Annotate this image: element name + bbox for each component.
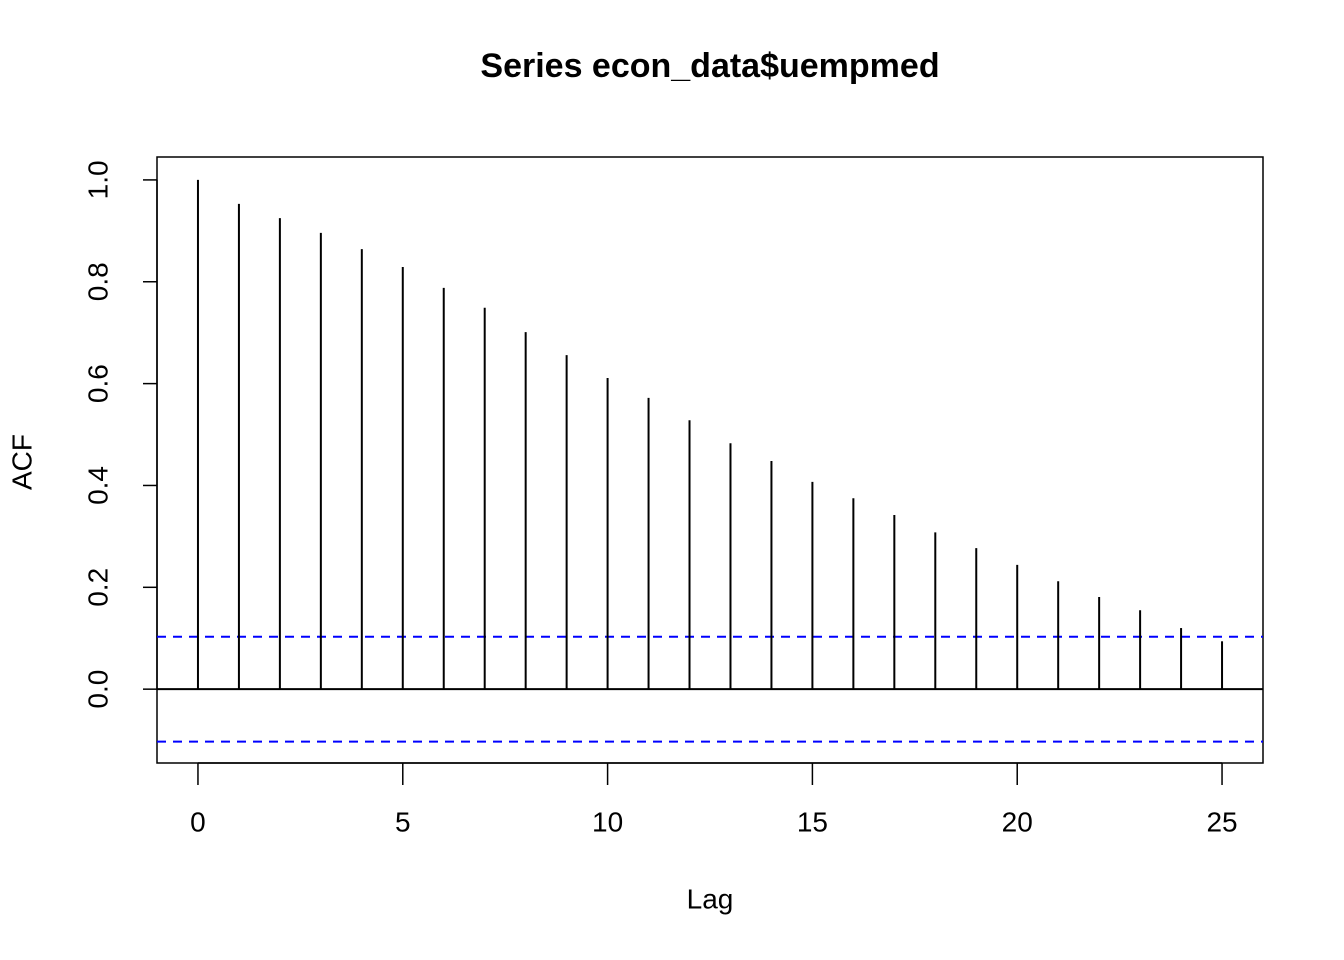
x-tick-label: 0	[190, 806, 206, 837]
y-tick-label: 0.6	[82, 364, 113, 403]
x-tick-label: 15	[797, 806, 828, 837]
y-tick-label: 0.4	[82, 466, 113, 505]
y-tick-label: 1.0	[82, 160, 113, 199]
y-tick-label: 0.0	[82, 670, 113, 709]
x-axis-label: Lag	[687, 883, 734, 914]
y-tick-label: 0.8	[82, 262, 113, 301]
y-tick-label: 0.2	[82, 568, 113, 607]
x-tick-label: 5	[395, 806, 411, 837]
x-tick-label: 20	[1002, 806, 1033, 837]
plot-frame	[156, 156, 1264, 764]
x-tick-label: 10	[592, 806, 623, 837]
y-axis-label: ACF	[6, 434, 37, 490]
x-tick-label: 25	[1206, 806, 1237, 837]
chart-title: Series econ_data$uempmed	[480, 47, 939, 85]
